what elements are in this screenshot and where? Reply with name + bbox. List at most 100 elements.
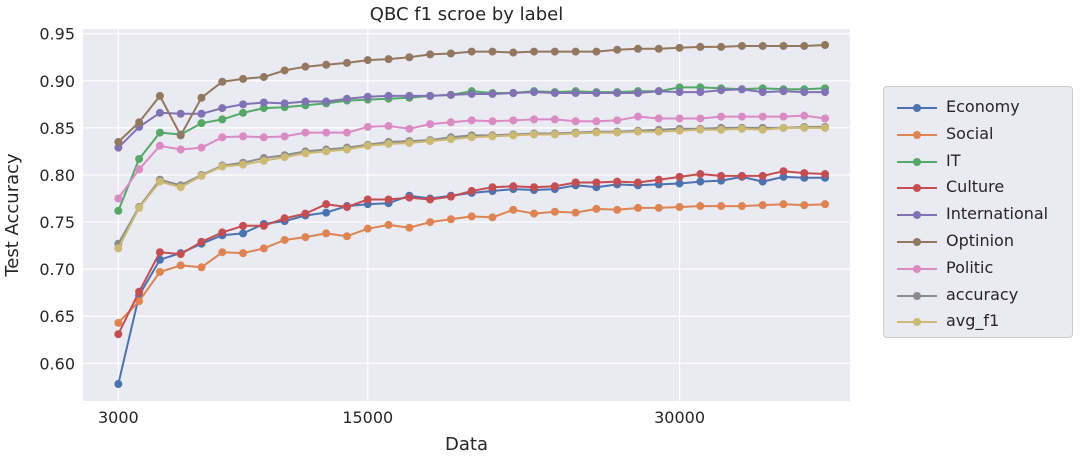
legend-label: Optinion bbox=[946, 231, 1014, 250]
data-point bbox=[571, 89, 580, 98]
data-point bbox=[155, 267, 164, 276]
data-point bbox=[280, 235, 289, 244]
data-point bbox=[717, 202, 726, 211]
data-point bbox=[613, 128, 622, 137]
data-point bbox=[301, 233, 310, 242]
data-point bbox=[488, 183, 497, 192]
data-point bbox=[176, 145, 185, 154]
data-point bbox=[758, 177, 767, 186]
data-point bbox=[737, 124, 746, 133]
data-point bbox=[800, 88, 809, 97]
data-point bbox=[197, 119, 206, 128]
data-point bbox=[737, 112, 746, 121]
data-point bbox=[717, 112, 726, 121]
data-point bbox=[197, 171, 206, 180]
legend-label: Economy bbox=[946, 97, 1020, 116]
data-point bbox=[239, 229, 248, 238]
data-point bbox=[218, 133, 227, 142]
data-point bbox=[342, 232, 351, 241]
data-point bbox=[717, 86, 726, 95]
data-point bbox=[488, 89, 497, 98]
y-tick-label: 0.95 bbox=[39, 25, 75, 44]
legend-swatch bbox=[897, 157, 937, 166]
data-point bbox=[613, 89, 622, 98]
data-point bbox=[259, 98, 268, 107]
series-avg-f1 bbox=[114, 123, 830, 253]
data-point bbox=[571, 129, 580, 138]
y-tick-label: 0.80 bbox=[39, 166, 75, 185]
data-point bbox=[301, 62, 310, 71]
data-point bbox=[114, 318, 123, 327]
y-axis-label: Test Accuracy bbox=[2, 153, 23, 278]
legend-item: Economy bbox=[884, 95, 1074, 121]
data-point bbox=[363, 141, 372, 150]
data-point bbox=[446, 90, 455, 99]
legend-label: Culture bbox=[946, 177, 1005, 197]
data-point bbox=[218, 115, 227, 124]
data-point bbox=[114, 143, 123, 152]
legend-label: IT bbox=[946, 150, 961, 170]
data-point bbox=[800, 41, 809, 50]
data-point bbox=[405, 91, 414, 100]
data-point bbox=[155, 141, 164, 150]
data-point bbox=[467, 89, 476, 98]
data-point bbox=[654, 114, 663, 123]
data-point bbox=[592, 117, 601, 126]
data-point bbox=[135, 203, 144, 212]
data-point bbox=[696, 202, 705, 211]
data-point bbox=[135, 118, 144, 127]
series-international bbox=[114, 85, 830, 152]
data-point bbox=[654, 87, 663, 96]
legend-swatch bbox=[897, 264, 937, 273]
data-point bbox=[259, 244, 268, 253]
data-point bbox=[509, 205, 518, 214]
data-point bbox=[446, 118, 455, 127]
data-point bbox=[301, 128, 310, 137]
data-point bbox=[821, 170, 830, 179]
data-point bbox=[114, 380, 123, 389]
data-point bbox=[696, 88, 705, 97]
data-point bbox=[509, 182, 518, 191]
data-point bbox=[737, 171, 746, 180]
y-tick-label: 0.75 bbox=[39, 213, 75, 232]
data-point bbox=[259, 73, 268, 82]
tick-labels: 0.60 0.65 0.70 0.75 0.80 0.85 0.90 0.95 3000 1500… bbox=[39, 25, 705, 427]
y-tick-label: 0.65 bbox=[39, 307, 75, 326]
data-point bbox=[218, 104, 227, 113]
data-point bbox=[550, 130, 559, 139]
data-point bbox=[654, 127, 663, 136]
data-point bbox=[322, 200, 331, 209]
data-point bbox=[322, 229, 331, 238]
data-point bbox=[342, 202, 351, 211]
data-point bbox=[613, 116, 622, 125]
data-point bbox=[280, 153, 289, 162]
data-point bbox=[259, 104, 268, 113]
data-point bbox=[530, 130, 539, 139]
data-point bbox=[384, 91, 393, 100]
data-point bbox=[592, 204, 601, 213]
data-point bbox=[592, 89, 601, 98]
data-point bbox=[197, 237, 206, 246]
data-point bbox=[135, 165, 144, 174]
data-point bbox=[467, 116, 476, 125]
data-point bbox=[342, 128, 351, 137]
data-point bbox=[633, 44, 642, 53]
data-point bbox=[114, 194, 123, 203]
data-point bbox=[717, 42, 726, 51]
data-point bbox=[301, 209, 310, 218]
data-point bbox=[176, 261, 185, 270]
data-point bbox=[239, 132, 248, 141]
data-point bbox=[322, 60, 331, 69]
data-point bbox=[363, 224, 372, 233]
data-point bbox=[259, 156, 268, 165]
data-point bbox=[197, 263, 206, 272]
data-point bbox=[550, 207, 559, 216]
legend-item: Culture bbox=[884, 175, 1074, 201]
data-point bbox=[280, 132, 289, 141]
data-point bbox=[696, 125, 705, 134]
data-point bbox=[218, 228, 227, 237]
data-point bbox=[737, 85, 746, 94]
data-point bbox=[218, 77, 227, 86]
x-tick-label: 15000 bbox=[342, 408, 393, 427]
data-point bbox=[571, 47, 580, 56]
